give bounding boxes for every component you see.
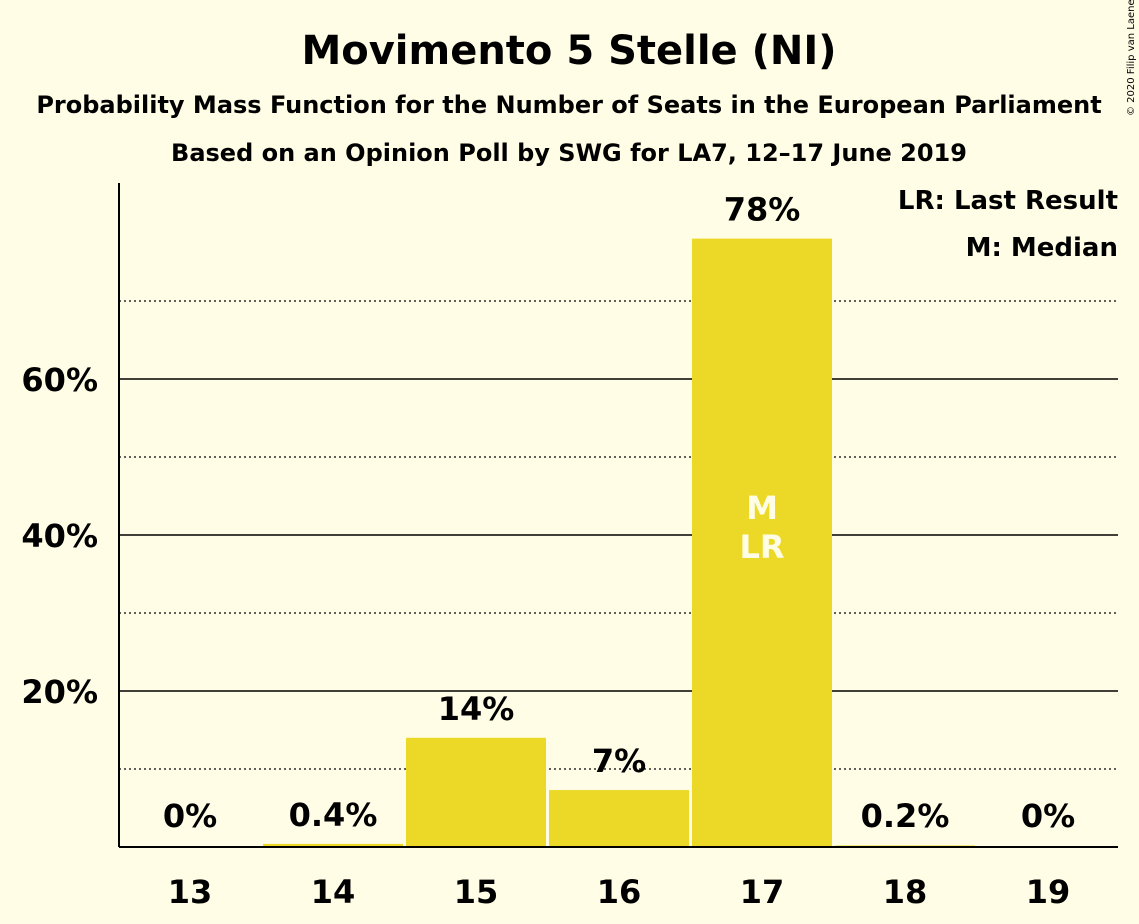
chart-source-line: Based on an Opinion Poll by SWG for LA7,… bbox=[171, 139, 967, 167]
x-tick-label-15: 15 bbox=[454, 873, 499, 911]
bars bbox=[263, 238, 975, 848]
x-tick-label-14: 14 bbox=[311, 873, 356, 911]
legend-entry: M: Median bbox=[966, 233, 1118, 263]
copyright-notice: © 2020 Filip van Laenen bbox=[1126, 0, 1137, 116]
bar-16 bbox=[549, 790, 689, 847]
x-tick-label-13: 13 bbox=[168, 873, 213, 911]
x-tick-label-16: 16 bbox=[597, 873, 642, 911]
chart-title: Movimento 5 Stelle (NI) bbox=[301, 28, 836, 74]
legend-entry: LR: Last Result bbox=[898, 186, 1118, 216]
data-labels: 0% 13 0.4% 14 14% 15 7% 16 78% 17 0.2% 18 0% 19 MLR bbox=[163, 191, 1075, 911]
y-tick-label: 60% bbox=[21, 361, 98, 399]
data-label-19: 0% bbox=[1021, 797, 1075, 835]
x-tick-label-19: 19 bbox=[1026, 873, 1071, 911]
bar-17 bbox=[692, 238, 832, 848]
bar-14 bbox=[263, 843, 403, 847]
data-label-13: 0% bbox=[163, 797, 217, 835]
bar-annotation-m: M bbox=[746, 489, 778, 527]
y-tick-label: 20% bbox=[21, 673, 98, 711]
legend: LR: Last Result M: Median bbox=[898, 186, 1118, 263]
gridlines: 20% 40% 60% bbox=[21, 300, 1118, 770]
x-tick-label-18: 18 bbox=[883, 873, 928, 911]
data-label-15: 14% bbox=[438, 690, 515, 728]
axes bbox=[118, 183, 1118, 848]
data-label-14: 0.4% bbox=[289, 796, 378, 834]
y-tick-label: 40% bbox=[21, 517, 98, 555]
data-label-18: 0.2% bbox=[861, 797, 950, 835]
data-label-16: 7% bbox=[592, 742, 646, 780]
bar-15 bbox=[406, 737, 546, 847]
data-label-17: 78% bbox=[724, 191, 801, 229]
chart-subtitle: Probability Mass Function for the Number… bbox=[36, 91, 1101, 119]
x-tick-label-17: 17 bbox=[740, 873, 785, 911]
bar-annotation-lr: LR bbox=[739, 528, 784, 566]
